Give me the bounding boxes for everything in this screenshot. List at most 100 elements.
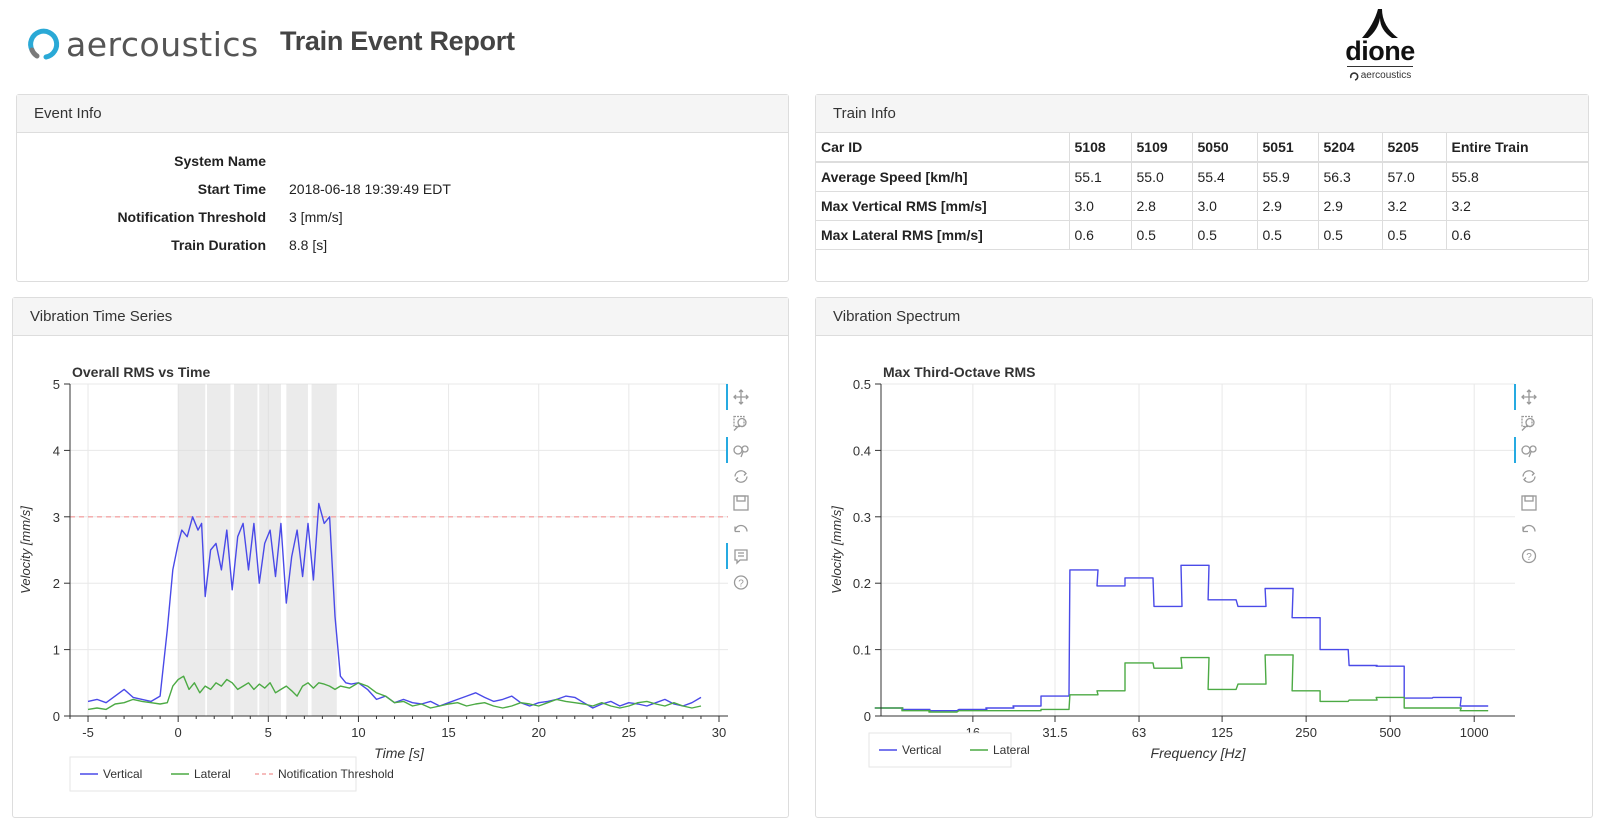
table-row: Max Lateral RMS [mm/s] 0.6 0.5 0.5 0.5 0… [816, 219, 1588, 250]
info-row-system-name: System Name [17, 153, 788, 181]
help-glyph [733, 575, 749, 590]
time-series-title: Vibration Time Series [13, 298, 788, 336]
chart-title: Overall RMS vs Time [72, 364, 210, 380]
toolbar-active-indicator [726, 543, 728, 569]
help-icon[interactable]: ? [1521, 548, 1537, 564]
wheel-zoom-glyph [733, 445, 743, 455]
brand-name: aercoustics [66, 24, 259, 64]
undo-icon[interactable] [1522, 524, 1536, 533]
info-row-notification-threshold: Notification Threshold 3 [mm/s] [17, 209, 788, 237]
undo-glyph [734, 524, 748, 533]
train-info-panel: Train Info Car ID 5108 5109 5050 5051 52… [815, 94, 1589, 282]
table-row: Average Speed [km/h] 55.1 55.0 55.4 55.9… [816, 161, 1588, 192]
table-row-label: Max Vertical RMS [mm/s] [816, 190, 1070, 221]
reset-icon[interactable] [1522, 470, 1536, 483]
table-cell: 0.5 [1256, 219, 1319, 250]
table-cell: 0.5 [1130, 219, 1193, 250]
car-band [259, 384, 281, 716]
series-line-vertical [874, 564, 1489, 712]
table-header-cell: 5108 [1068, 133, 1132, 163]
table-cell: 0.6 [1445, 219, 1588, 250]
info-label: Train Duration [171, 237, 266, 253]
table-header-cell: Entire Train [1445, 133, 1588, 163]
car-band [178, 384, 206, 716]
dione-subbrand-text: aercoustics [1360, 70, 1412, 81]
train-info-table: Car ID 5108 5109 5050 5051 5204 5205 Ent… [816, 133, 1588, 250]
help-mark: ? [1526, 552, 1532, 563]
pan-icon[interactable] [726, 384, 749, 410]
y-tick-label: 0.2 [853, 576, 871, 591]
table-cell: 0.5 [1381, 219, 1447, 250]
help-glyph [1521, 548, 1537, 564]
chart-grid [881, 383, 1515, 717]
box-zoom-icon[interactable] [1521, 415, 1535, 431]
y-tick-label: 0.4 [853, 443, 871, 458]
spectrum-title: Vibration Spectrum [816, 298, 1592, 336]
time-series-panel: Vibration Time Series Overall RMS vs Tim… [12, 297, 789, 818]
table-cell: 3.0 [1068, 190, 1132, 221]
info-label: Start Time [197, 181, 266, 197]
x-tick-label: 25 [622, 725, 636, 740]
undo-glyph [1522, 524, 1536, 533]
dione-mark-icon [1362, 9, 1398, 38]
undo-icon[interactable] [734, 524, 748, 533]
series-line-lateral [874, 654, 1489, 713]
wheel-zoom-icon[interactable] [1514, 437, 1537, 463]
reset-glyph [1522, 470, 1536, 483]
pan-icon[interactable] [1514, 384, 1537, 410]
table-header-row: Car ID 5108 5109 5050 5051 5204 5205 Ent… [816, 133, 1588, 163]
x-tick-label: 500 [1379, 725, 1401, 740]
table-cell: 57.0 [1381, 161, 1447, 192]
legend-box [69, 756, 357, 792]
pan-glyph [1521, 389, 1537, 405]
x-tick-label: 30 [712, 725, 726, 740]
toolbar-active-indicator [726, 437, 728, 463]
y-tick-label: 4 [53, 443, 60, 458]
wheel-zoom-lens [741, 445, 749, 453]
legend-label: Vertical [902, 743, 941, 757]
legend-label: Vertical [103, 767, 142, 781]
spectrum-chart[interactable]: Max Third-Octave RMS1631.563125250500100… [816, 298, 1592, 817]
event-info-panel: Event Info System Name Start Time 2018-0… [16, 94, 789, 282]
hover-icon[interactable] [726, 543, 748, 569]
save-icon[interactable] [1521, 495, 1537, 511]
table-cell: 55.0 [1130, 161, 1193, 192]
chart-legend: Vertical Lateral Notification Threshold [69, 756, 394, 792]
dione-logo: dione aercoustics [1340, 4, 1420, 88]
train-info-title: Train Info [816, 95, 1588, 133]
box-zoom-icon[interactable] [733, 415, 747, 431]
y-tick-label: 0.5 [853, 377, 871, 392]
help-icon[interactable]: ? [733, 575, 749, 590]
wheel-zoom-icon[interactable] [726, 437, 749, 463]
x-tick-label: 10 [351, 725, 365, 740]
reset-icon[interactable] [734, 470, 748, 483]
series-line-vertical [87, 502, 702, 709]
table-header-cell: 5051 [1256, 133, 1319, 163]
box-zoom-lens [1525, 417, 1535, 428]
reset-glyph [734, 470, 748, 483]
x-tick-label: 250 [1295, 725, 1317, 740]
time-series-chart[interactable]: Overall RMS vs Time -5 0 5 10 15 20 25 30 0 1 2 3 4 5 T… [13, 298, 788, 817]
table-cell: 0.5 [1317, 219, 1383, 250]
legend-label: Notification Threshold [278, 767, 394, 781]
dione-subbrand: aercoustics [1340, 70, 1420, 81]
table-cell: 0.5 [1191, 219, 1258, 250]
car-band [207, 384, 231, 716]
aercoustics-small-ring-icon [1349, 71, 1359, 81]
toolbar-active-indicator [1514, 437, 1516, 463]
table-row-label: Average Speed [km/h] [816, 161, 1070, 192]
chart-title: Max Third-Octave RMS [883, 364, 1035, 380]
info-value: 2018-06-18 19:39:49 EDT [289, 181, 451, 197]
dione-divider [1347, 66, 1413, 67]
y-tick-label: 0.3 [853, 510, 871, 525]
car-band [286, 384, 308, 716]
box-zoom-lens [737, 417, 747, 428]
save-icon[interactable] [733, 495, 749, 511]
x-tick-label: 1000 [1460, 725, 1489, 740]
x-tick-label: 63 [1132, 725, 1146, 740]
page-title: Train Event Report [280, 26, 515, 56]
event-info-title: Event Info [17, 95, 788, 133]
box-zoom-glyph [733, 415, 745, 428]
table-cell: 55.1 [1068, 161, 1132, 192]
toolbar-active-indicator [1514, 384, 1516, 410]
